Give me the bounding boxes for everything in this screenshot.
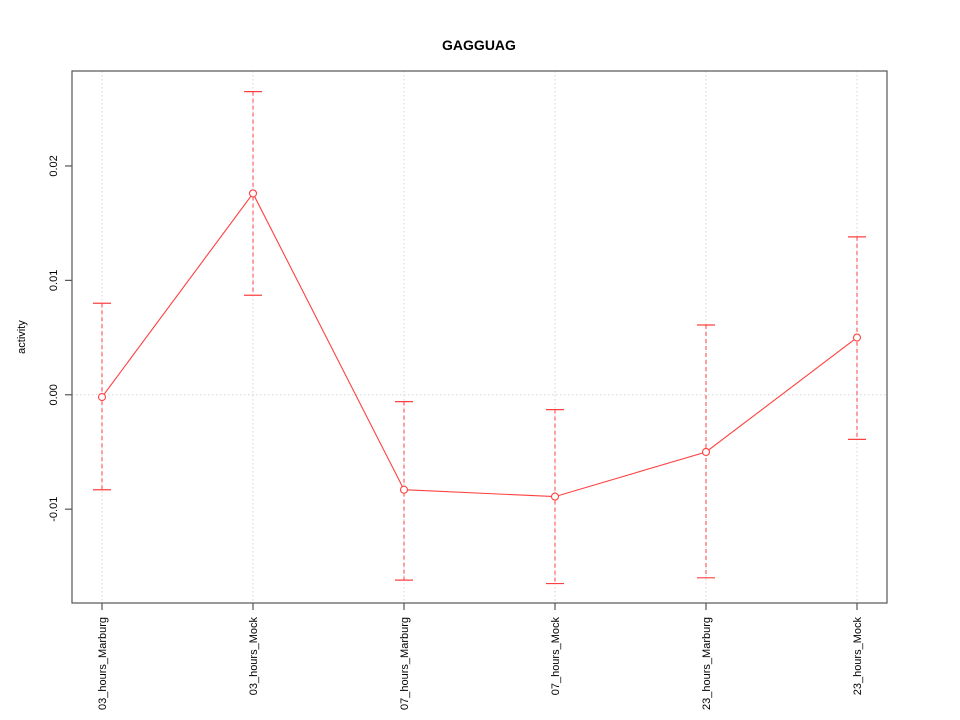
x-tick-label: 03_hours_Marburg <box>97 617 109 710</box>
x-tick-label: 07_hours_Mock <box>550 617 562 696</box>
axis-layer: -0.01 0.00 0.01 0.02 03_hours_Marburg 03_hour… <box>48 70 888 710</box>
mean-point-marker <box>399 485 409 494</box>
series-line <box>101 192 858 498</box>
mean-point-marker <box>550 492 560 501</box>
y-tick-label: 0.00 <box>48 384 60 405</box>
y-tick-label: 0.02 <box>48 155 60 176</box>
chart-title: GAGGUAG <box>442 37 516 53</box>
mean-point-marker <box>852 333 862 342</box>
y-axis-title: activity <box>16 320 28 354</box>
mean-point-marker <box>701 447 711 457</box>
x-tick-label: 23_hours_Mock <box>852 617 864 696</box>
mean-point-marker <box>97 393 107 402</box>
x-tick-label: 07_hours_Marburg <box>399 617 411 710</box>
x-tick-label: 23_hours_Marburg <box>701 617 713 710</box>
y-tick-label: 0.01 <box>48 270 60 291</box>
y-tick-label: -0.01 <box>48 497 60 522</box>
grid-layer <box>72 71 887 603</box>
plot-border <box>71 70 888 604</box>
data-layer <box>93 90 866 585</box>
x-tick-label: 03_hours_Mock <box>248 617 260 696</box>
mean-point-marker <box>248 189 258 198</box>
